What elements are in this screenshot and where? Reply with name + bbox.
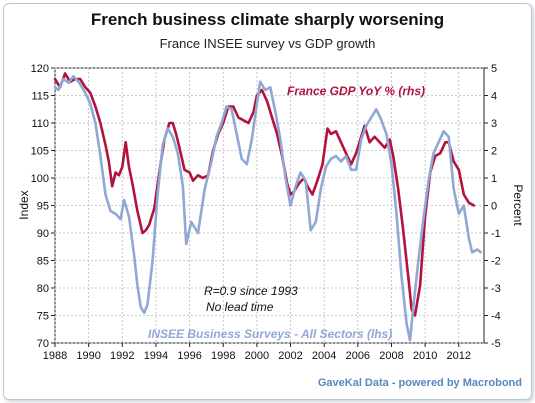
tick-label-left: 80 xyxy=(37,283,49,295)
tick-label-right: 5 xyxy=(491,63,497,75)
tick-label-x: 1988 xyxy=(43,350,67,362)
tick-label-x: 2010 xyxy=(413,350,437,362)
tick-label-right: 1 xyxy=(491,173,497,185)
correlation-annotation: R=0.9 since 1993 xyxy=(204,284,298,298)
tick-label-left: 105 xyxy=(31,146,49,158)
tick-label-right: -1 xyxy=(491,228,501,240)
tick-label-x: 1992 xyxy=(110,350,134,362)
tick-label-left: 100 xyxy=(31,173,49,185)
source-footer: GaveKal Data - powered by Macrobond xyxy=(318,377,522,389)
tick-label-right: -2 xyxy=(491,256,501,268)
tick-labels: 120 115 110 105 100 95 90 85 80 75 70 5 4 3 2 1 0 -1 -2 -3 -… xyxy=(31,63,501,362)
tick-label-left: 115 xyxy=(31,91,49,103)
tick-label-right: -5 xyxy=(491,338,501,350)
tick-label-left: 120 xyxy=(31,63,49,75)
tick-label-right: 0 xyxy=(491,201,497,213)
tick-label-x: 2002 xyxy=(278,350,302,362)
tick-label-right: -4 xyxy=(491,311,501,323)
tick-label-x: 1996 xyxy=(177,350,201,362)
tick-label-x: 2008 xyxy=(379,350,403,362)
gdp-series-label: France GDP YoY % (rhs) xyxy=(287,84,425,98)
chart-title: French business climate sharply worsenin… xyxy=(90,10,445,29)
y-axis-right-label: Percent xyxy=(511,184,525,226)
tick-label-left: 75 xyxy=(37,311,49,323)
tick-label-left: 70 xyxy=(37,338,49,350)
series-lines xyxy=(53,72,482,342)
y-axis-left-label: Index xyxy=(17,190,31,219)
lead-time-annotation: No lead time xyxy=(206,300,274,314)
tick-label-x: 1998 xyxy=(211,350,235,362)
tick-label-x: 2006 xyxy=(346,350,370,362)
tick-label-x: 2004 xyxy=(312,350,336,362)
tick-label-left: 95 xyxy=(37,201,49,213)
tick-label-right: -3 xyxy=(491,283,501,295)
tick-label-right: 2 xyxy=(491,146,497,158)
tick-label-x: 2012 xyxy=(447,350,471,362)
tick-label-left: 85 xyxy=(37,256,49,268)
tick-label-x: 1990 xyxy=(76,350,100,362)
tick-label-right: 3 xyxy=(491,118,497,130)
tick-label-left: 110 xyxy=(31,118,49,130)
insee-series-line xyxy=(53,75,482,342)
tick-label-x: 1994 xyxy=(144,350,168,362)
tick-label-left: 90 xyxy=(37,228,49,240)
tick-label-x: 2000 xyxy=(245,350,269,362)
chart-subtitle: France INSEE survey vs GDP growth xyxy=(159,36,376,51)
insee-series-label: INSEE Business Surveys - All Sectors (lh… xyxy=(148,327,392,341)
tick-label-right: 4 xyxy=(491,91,497,103)
